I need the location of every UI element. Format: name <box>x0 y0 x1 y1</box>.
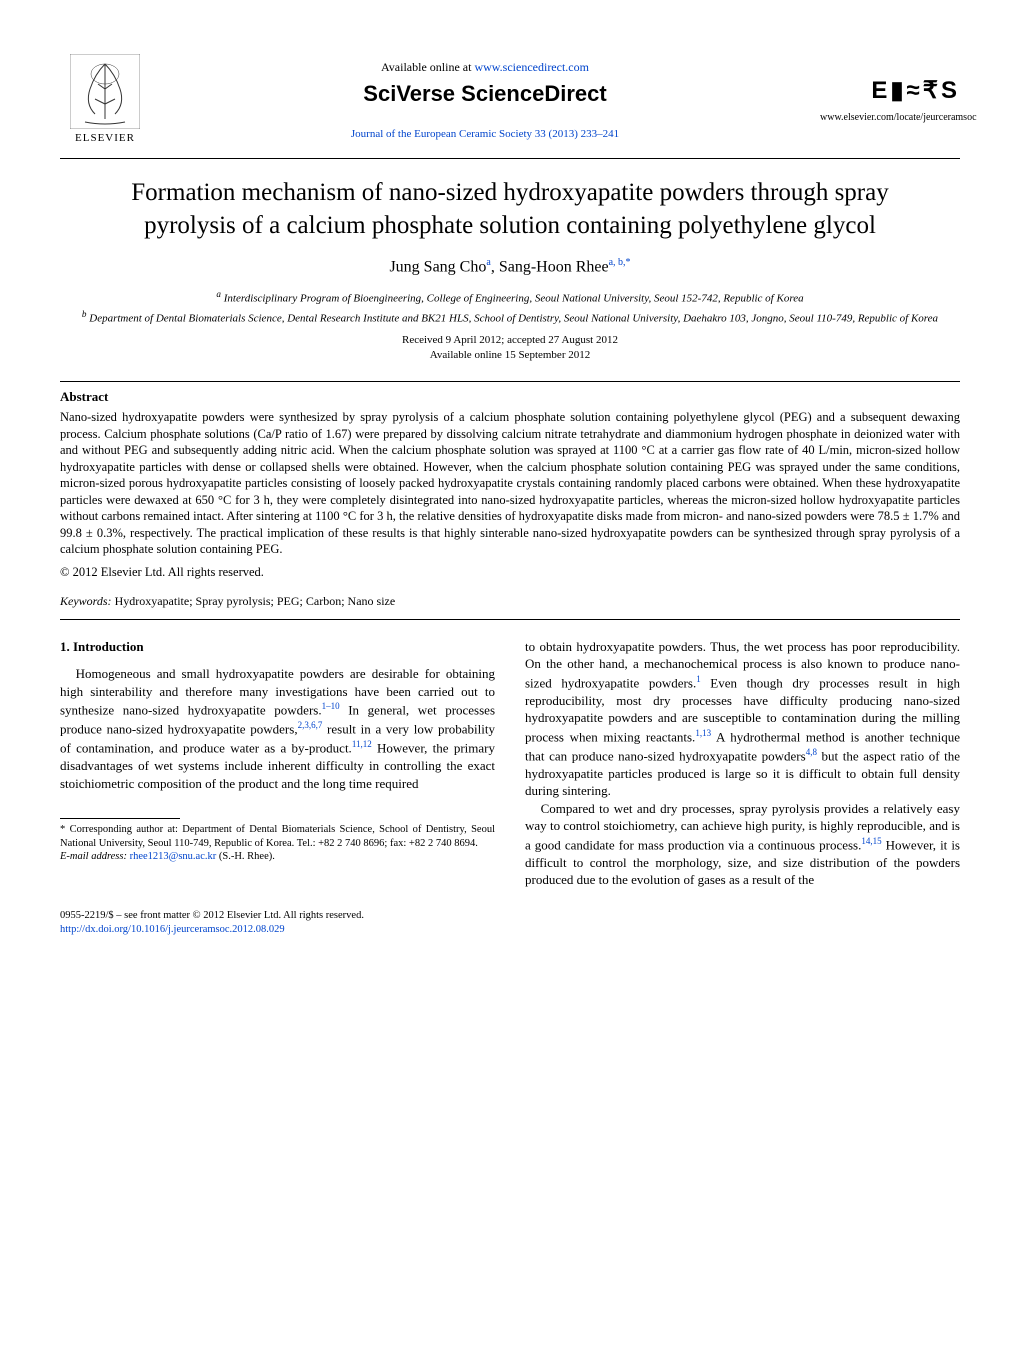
corresponding-footnote: * Corresponding author at: Department of… <box>60 823 495 850</box>
cite-5[interactable]: 1,13 <box>695 728 711 738</box>
available-online: Available online at www.sciencedirect.co… <box>150 59 820 75</box>
email-footnote: E-mail address: rhee1213@snu.ac.kr (S.-H… <box>60 850 495 864</box>
elsevier-tree-icon <box>70 54 140 129</box>
keywords-label: Keywords: <box>60 594 112 608</box>
email-label: E-mail address: <box>60 851 130 862</box>
abstract-bottom-rule <box>60 619 960 620</box>
cite-6[interactable]: 4,8 <box>806 747 817 757</box>
journal-reference: Journal of the European Ceramic Society … <box>150 127 820 142</box>
author-2: Sang-Hoon Rhee <box>499 258 609 275</box>
journal-logo-block: E▮≈₹S www.elsevier.com/locate/jeurcerams… <box>820 75 960 125</box>
corresponding-marker: * <box>626 257 631 268</box>
author-2-affil: a, b, <box>609 257 626 268</box>
body-columns: 1. Introduction Homogeneous and small hy… <box>60 638 960 889</box>
authors: Jung Sang Choa, Sang-Hoon Rheea, b,* <box>60 256 960 278</box>
header-row: ELSEVIER Available online at www.science… <box>60 50 960 150</box>
header-rule <box>60 158 960 159</box>
abstract-body: Nano-sized hydroxyapatite powders were s… <box>60 409 960 558</box>
abstract-copyright: © 2012 Elsevier Ltd. All rights reserved… <box>60 564 960 581</box>
cite-7[interactable]: 14,15 <box>861 836 881 846</box>
sciencedirect-link[interactable]: www.sciencedirect.com <box>474 60 589 74</box>
header-center: Available online at www.sciencedirect.co… <box>150 59 820 142</box>
received-accepted: Received 9 April 2012; accepted 27 Augus… <box>60 333 960 348</box>
email-tail: (S.-H. Rhee). <box>216 851 275 862</box>
column-2: to obtain hydroxyapatite powders. Thus, … <box>525 638 960 889</box>
keywords: Keywords: Hydroxyapatite; Spray pyrolysi… <box>60 593 960 609</box>
bottom-matter: 0955-2219/$ – see front matter © 2012 El… <box>60 909 960 937</box>
affiliation-b-text: Department of Dental Biomaterials Scienc… <box>89 313 938 325</box>
intro-para-2: to obtain hydroxyapatite powders. Thus, … <box>525 638 960 800</box>
section-1-heading: 1. Introduction <box>60 638 495 656</box>
doi-link[interactable]: http://dx.doi.org/10.1016/j.jeurceramsoc… <box>60 924 285 935</box>
affiliation-a: a Interdisciplinary Program of Bioengine… <box>80 288 940 307</box>
intro-para-1: Homogeneous and small hydroxyapatite pow… <box>60 665 495 792</box>
publisher-name: ELSEVIER <box>75 131 135 146</box>
article-title: Formation mechanism of nano-sized hydrox… <box>120 177 900 242</box>
cite-1[interactable]: 1–10 <box>322 701 340 711</box>
journal-ref-link[interactable]: Journal of the European Ceramic Society … <box>351 128 619 140</box>
author-1: Jung Sang Cho <box>389 258 486 275</box>
column-1: 1. Introduction Homogeneous and small hy… <box>60 638 495 864</box>
affiliation-b: b Department of Dental Biomaterials Scie… <box>80 308 940 327</box>
online-date: Available online 15 September 2012 <box>60 348 960 363</box>
cite-2[interactable]: 2,3,6,7 <box>298 720 323 730</box>
email-link[interactable]: rhee1213@snu.ac.kr <box>130 851 217 862</box>
keywords-list: Hydroxyapatite; Spray pyrolysis; PEG; Ca… <box>112 594 396 608</box>
author-1-affil: a <box>486 257 490 268</box>
journal-logo: E▮≈₹S <box>820 75 960 107</box>
affiliation-a-text: Interdisciplinary Program of Bioengineer… <box>224 293 804 305</box>
abstract-heading: Abstract <box>60 388 960 406</box>
available-text: Available online at <box>381 60 474 74</box>
article-dates: Received 9 April 2012; accepted 27 Augus… <box>60 333 960 363</box>
elsevier-logo: ELSEVIER <box>60 50 150 150</box>
footnotes: * Corresponding author at: Department of… <box>60 823 495 864</box>
intro-para-3: Compared to wet and dry processes, spray… <box>525 800 960 889</box>
cite-3[interactable]: 11,12 <box>352 739 372 749</box>
sciverse-logo: SciVerse ScienceDirect <box>150 79 820 109</box>
abstract-top-rule <box>60 381 960 382</box>
footnote-separator <box>60 818 180 819</box>
locate-url: www.elsevier.com/locate/jeurceramsoc <box>820 111 960 125</box>
front-matter: 0955-2219/$ – see front matter © 2012 El… <box>60 909 960 923</box>
